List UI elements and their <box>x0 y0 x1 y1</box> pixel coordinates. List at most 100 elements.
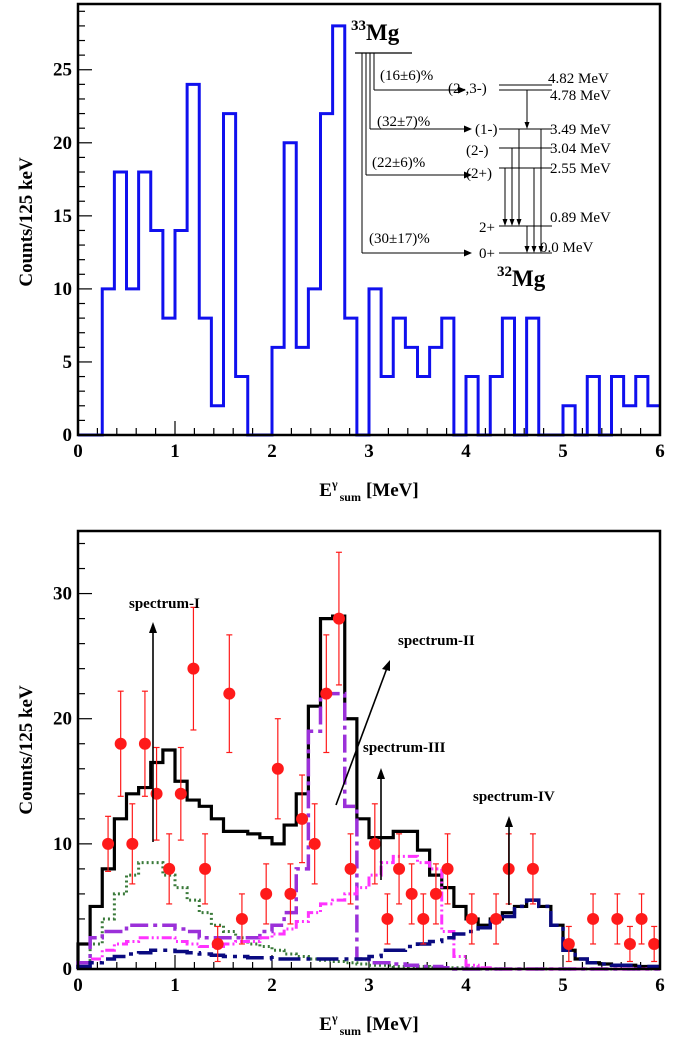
data-point <box>174 787 187 800</box>
data-point <box>405 887 418 900</box>
level-energy-label: 4.82 MeV <box>548 71 609 87</box>
data-point <box>163 862 176 875</box>
data-point <box>235 912 248 925</box>
data-point <box>320 687 333 700</box>
data-point <box>368 837 381 850</box>
top-x-tick-label: 4 <box>461 441 471 462</box>
arrowhead <box>509 219 515 226</box>
top-histogram-line <box>78 24 660 437</box>
annotation-arrow <box>335 667 388 806</box>
top-x-tick-label: 0 <box>73 441 83 462</box>
data-point <box>308 837 321 850</box>
level-energy-label: 3.04 MeV <box>550 141 611 157</box>
bottom-x-tick-label: 1 <box>170 975 180 996</box>
level-spin-label: (1-) <box>475 122 498 138</box>
data-point <box>648 937 661 950</box>
arrowhead <box>382 660 390 671</box>
top-y-tick-label: 20 <box>53 133 72 154</box>
annotation-label: spectrum-IV <box>473 789 555 805</box>
data-point <box>562 937 575 950</box>
bottom-x-tick-label: 6 <box>655 975 665 996</box>
data-point <box>441 862 454 875</box>
top-y-tick-label: 10 <box>53 279 72 300</box>
spectrum-IV-line <box>76 898 660 969</box>
arrowhead <box>464 125 472 133</box>
arrowhead <box>538 246 544 253</box>
level-energy-label: 0.0 MeV <box>540 240 593 256</box>
top-x-tick-label: 6 <box>655 441 665 462</box>
data-point <box>332 612 345 625</box>
level-energy-label: 2.55 MeV <box>550 161 611 177</box>
arrowhead <box>377 768 385 779</box>
top-chart-panel: 0 1 2 3 4 5 6 0 5 10 15 20 25 Counts/125 keV Eγsum [M… <box>16 2 665 504</box>
data-point <box>587 912 600 925</box>
data-point <box>344 862 357 875</box>
annotation-label: spectrum-I <box>129 596 200 612</box>
level-spin-label: 2+ <box>479 220 495 236</box>
bottom-x-tick-label: 5 <box>558 975 568 996</box>
data-point <box>102 837 115 850</box>
top-x-tick-label: 1 <box>170 441 180 462</box>
branch-label: (32±7)% <box>377 114 430 130</box>
level-spin-label: (2+) <box>466 166 492 182</box>
parent-nucleus-label: 33Mg <box>351 18 400 45</box>
arrowhead <box>149 622 157 633</box>
data-point <box>284 887 297 900</box>
bottom-x-axis-label: Eγsum [MeV] <box>319 1011 418 1038</box>
arrowhead <box>516 219 522 226</box>
data-point <box>381 912 394 925</box>
top-x-axis-label: Eγsum [MeV] <box>319 477 418 504</box>
data-point <box>611 912 624 925</box>
annotation-spectrum-III: spectrum-III <box>363 740 446 880</box>
bottom-x-tick-label: 0 <box>73 975 83 996</box>
data-point <box>211 937 224 950</box>
data-point <box>465 912 478 925</box>
arrowhead <box>458 86 466 94</box>
data-point <box>490 912 503 925</box>
data-point <box>199 862 212 875</box>
arrowhead <box>464 171 472 179</box>
data-point <box>635 912 648 925</box>
level-scheme-inset: 33Mg 32Mg (16±6)% (32±7)% (22±6)% (30±17… <box>351 18 611 291</box>
bottom-y-tick-label: 10 <box>53 834 72 855</box>
arrowhead <box>524 122 530 129</box>
arrowhead <box>505 816 513 827</box>
daughter-nucleus-label: 32Mg <box>497 264 546 291</box>
bottom-plot-frame <box>76 529 662 971</box>
level-spin-label: (2-) <box>466 143 489 159</box>
data-point <box>417 912 430 925</box>
bottom-y-tick-label: 30 <box>53 584 72 605</box>
arrowhead <box>531 246 537 253</box>
level-energy-label: 4.78 MeV <box>550 88 611 104</box>
branch-label: (30±17)% <box>369 231 430 247</box>
level-spin-label: 0+ <box>479 246 495 262</box>
data-point <box>260 887 273 900</box>
level-spin-label: (2-,3-) <box>448 81 487 97</box>
arrowhead <box>524 246 530 253</box>
level-energy-label: 0.89 MeV <box>550 210 611 226</box>
data-point <box>429 887 442 900</box>
data-point <box>296 812 309 825</box>
annotation-label: spectrum-III <box>363 740 446 756</box>
bottom-chart-panel: 0 1 2 3 4 5 6 0 10 20 30 Counts/125 keV Eγsum [MeV]… <box>16 529 665 1038</box>
arrowhead <box>502 219 508 226</box>
data-point <box>187 662 200 675</box>
data-point <box>526 862 539 875</box>
data-point <box>393 862 406 875</box>
arrowhead <box>464 249 472 257</box>
branch-label: (16±6)% <box>380 68 433 84</box>
top-plot-frame <box>76 2 662 437</box>
bottom-y-axis-label: Counts/125 keV <box>16 685 37 815</box>
bottom-x-tick-label: 4 <box>461 975 471 996</box>
bottom-y-tick-label: 20 <box>53 709 72 730</box>
data-point <box>126 837 139 850</box>
annotation-spectrum-IV: spectrum-IV <box>473 789 555 905</box>
top-y-tick-label: 5 <box>63 352 73 373</box>
data-point <box>138 737 151 750</box>
annotation-label: spectrum-II <box>398 633 475 649</box>
annotation-spectrum-II: spectrum-II <box>335 633 475 806</box>
bottom-x-tick-label: 3 <box>364 975 374 996</box>
top-y-tick-label: 25 <box>53 60 72 81</box>
data-point <box>223 687 236 700</box>
